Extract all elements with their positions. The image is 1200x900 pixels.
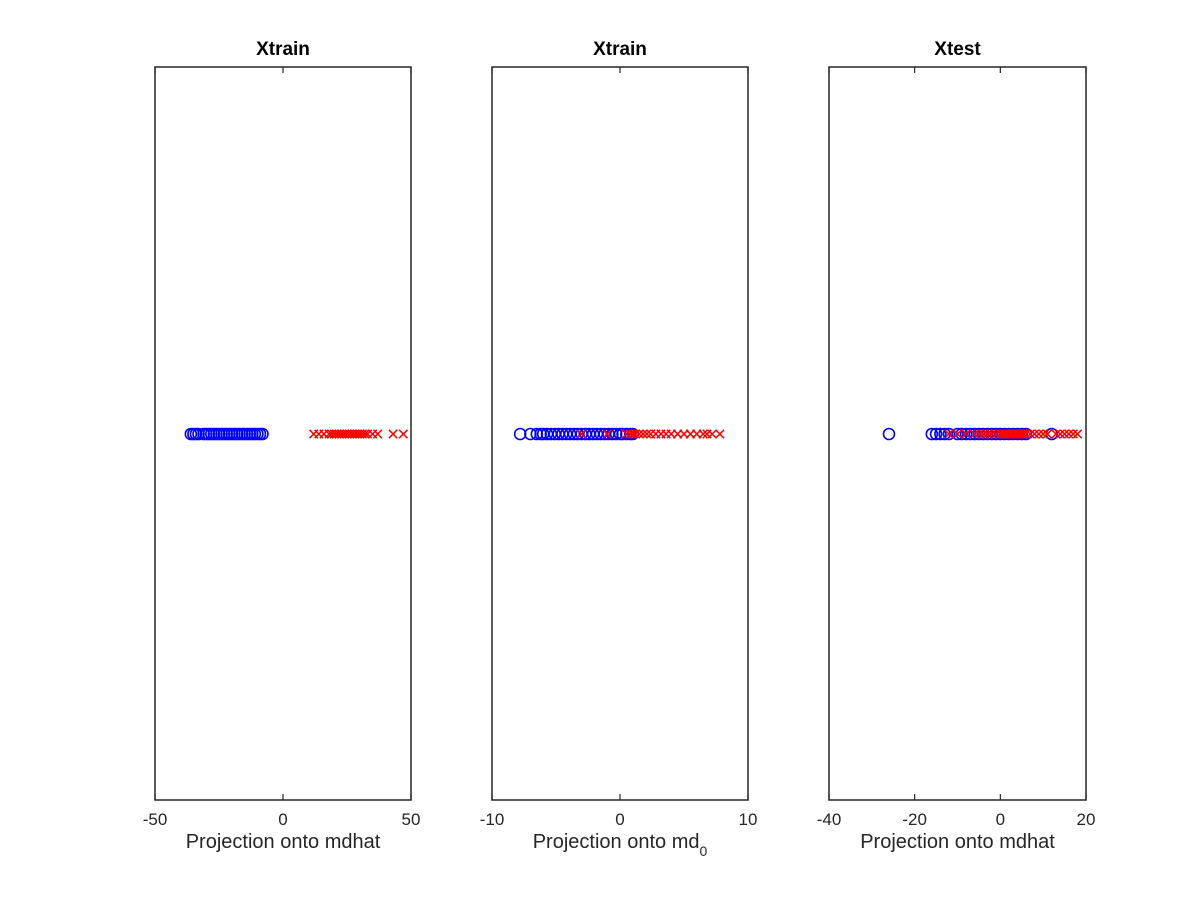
data-point-x xyxy=(398,429,409,439)
data-point-x xyxy=(372,429,383,439)
data-point-x xyxy=(576,429,587,439)
data-point-circle xyxy=(981,427,994,441)
data-point-circle xyxy=(1045,427,1059,441)
data-point-x xyxy=(715,429,725,439)
data-point-circle xyxy=(951,427,964,441)
data-point-x xyxy=(969,429,980,439)
x-tick-label: 0 xyxy=(615,810,624,829)
data-point-x xyxy=(360,429,370,439)
data-point-x xyxy=(1068,429,1078,439)
data-point-x xyxy=(974,429,984,439)
data-point-x xyxy=(634,429,644,439)
data-point-x xyxy=(978,429,988,439)
data-point-circle xyxy=(934,427,947,441)
data-point-x xyxy=(987,429,997,439)
x-tick-label: -10 xyxy=(480,810,505,829)
data-point-circle xyxy=(959,427,973,441)
series-circle xyxy=(882,427,1059,441)
series-x xyxy=(308,429,409,439)
data-point-circle xyxy=(964,427,977,441)
subplot-3: Xtest -40 -20 0 20 Projection onto mdhat xyxy=(817,39,1096,853)
x-axis-label-text: Projection onto mdhat xyxy=(186,831,381,853)
data-point-x xyxy=(1034,429,1044,439)
data-point-x xyxy=(1072,429,1083,439)
x-tick-label: 50 xyxy=(402,810,421,829)
data-point-circle xyxy=(524,427,537,441)
x-axis-label-text: Projection onto mdhat xyxy=(860,831,1055,853)
data-point-x xyxy=(698,429,708,439)
series-circle xyxy=(184,427,269,441)
data-point-x xyxy=(961,429,971,439)
data-point-x xyxy=(388,429,398,439)
data-point-x xyxy=(630,429,641,439)
data-point-x xyxy=(1029,429,1040,439)
x-tick-label: 0 xyxy=(996,810,1005,829)
axes-box xyxy=(491,66,749,801)
x-axis-label: Projection onto mdhat xyxy=(860,831,1055,853)
data-point-circle xyxy=(929,427,943,441)
x-tick-label: 20 xyxy=(1077,810,1096,829)
data-point-x xyxy=(982,429,993,439)
x-tick-label: -20 xyxy=(902,810,927,829)
data-point-x xyxy=(1021,429,1031,439)
x-tick-label: 10 xyxy=(739,810,758,829)
x-axis-label: Projection onto mdhat xyxy=(186,831,381,853)
data-point-circle xyxy=(955,427,969,441)
data-point-x xyxy=(602,429,612,439)
data-point-circle xyxy=(925,427,939,441)
data-point-x xyxy=(1017,429,1027,439)
data-point-x xyxy=(944,429,954,439)
series-x xyxy=(944,429,1083,439)
subplot-title: Xtrain xyxy=(593,39,647,60)
subplot-title: Xtest xyxy=(934,39,981,60)
data-point-x xyxy=(642,429,652,439)
data-point-x xyxy=(1025,429,1036,439)
data-point-x xyxy=(1042,429,1053,439)
data-point-circle xyxy=(972,427,986,441)
data-point-x xyxy=(1038,429,1048,439)
x-axis-label-subscript: 0 xyxy=(699,843,707,859)
axes-box xyxy=(828,66,1087,801)
data-point-circle xyxy=(968,427,981,441)
x-tick-label: -40 xyxy=(817,810,842,829)
x-axis-label: Projection onto md0 xyxy=(533,831,708,859)
data-point-circle xyxy=(985,427,999,441)
data-point-x xyxy=(638,429,648,439)
data-point-x xyxy=(952,429,963,439)
subplot-title: Xtrain xyxy=(256,39,310,60)
series-circle xyxy=(513,427,640,441)
series-x xyxy=(576,429,725,439)
data-point-circle xyxy=(882,427,896,441)
data-point-circle xyxy=(256,427,269,441)
x-tick-label: -50 xyxy=(143,810,168,829)
x-axis-label-text: Projection onto md xyxy=(533,831,700,853)
data-point-x xyxy=(1051,429,1061,439)
data-point-x xyxy=(1064,429,1074,439)
data-point-x xyxy=(1059,429,1070,439)
data-point-circle xyxy=(942,427,956,441)
subplot-1: Xtrain -50 0 50 Projection onto mdhat xyxy=(143,39,421,853)
data-point-circle xyxy=(976,427,990,441)
x-tick-label: 0 xyxy=(278,810,287,829)
data-point-x xyxy=(707,429,717,439)
data-point-circle xyxy=(938,427,951,441)
data-point-circle xyxy=(513,427,527,441)
data-point-x xyxy=(1055,429,1066,439)
